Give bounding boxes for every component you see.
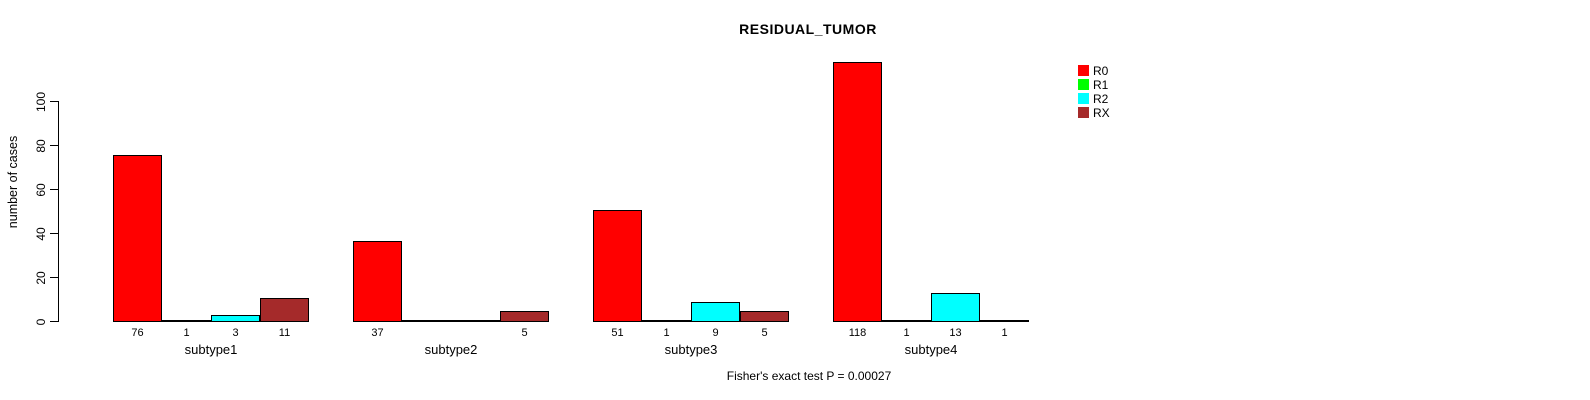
bar-subtype3-R1 [642, 320, 691, 322]
bar-subtype4-R1 [882, 320, 931, 322]
y-tick [50, 233, 58, 234]
bar-subtype1-R2 [211, 315, 260, 322]
y-tick-label: 0 [34, 318, 48, 325]
bar-value-label: 51 [611, 327, 624, 339]
group-label-subtype3: subtype3 [664, 342, 718, 357]
y-tick [50, 101, 58, 102]
y-tick-label: 40 [34, 226, 48, 241]
bar-subtype2-RX [500, 311, 549, 322]
legend-label: R0 [1093, 64, 1109, 78]
bar-value-label: 1 [663, 327, 670, 339]
group-label-subtype1: subtype1 [184, 342, 238, 357]
y-axis-line [58, 101, 59, 322]
y-tick-label: 80 [34, 138, 48, 153]
y-tick-label: 60 [34, 182, 48, 197]
bar-subtype3-R0 [593, 210, 642, 322]
fisher-test-caption: Fisher's exact test P = 0.00027 [726, 369, 892, 383]
y-tick [50, 145, 58, 146]
bar-subtype2-R2 [451, 320, 500, 322]
legend-swatch-R2 [1078, 93, 1089, 104]
bar-subtype4-RX [980, 320, 1029, 322]
legend-swatch-R1 [1078, 79, 1089, 90]
bar-subtype2-R1 [402, 320, 451, 322]
y-tick [50, 321, 58, 322]
bar-subtype3-R2 [691, 302, 740, 322]
bar-subtype4-R2 [931, 293, 980, 322]
bar-value-label: 118 [848, 327, 867, 339]
bar-subtype1-RX [260, 298, 309, 322]
bar-value-label: 11 [278, 327, 291, 339]
bar-value-label: 1 [1001, 327, 1008, 339]
bar-value-label: 1 [903, 327, 910, 339]
bar-subtype2-R0 [353, 241, 402, 322]
y-tick [50, 277, 58, 278]
bar-subtype1-R0 [113, 155, 162, 322]
bar-value-label: 1 [183, 327, 190, 339]
bar-subtype1-R1 [162, 320, 211, 322]
y-tick-label: 100 [34, 91, 48, 112]
legend-label: R2 [1093, 92, 1109, 106]
bar-value-label: 37 [371, 327, 384, 339]
bar-value-label: 13 [949, 327, 962, 339]
bar-value-label: 76 [131, 327, 144, 339]
bar-value-label: 3 [232, 327, 239, 339]
bar-value-label: 5 [521, 327, 528, 339]
bar-value-label: 9 [712, 327, 719, 339]
bar-value-label: 5 [761, 327, 768, 339]
chart-title: RESIDUAL_TUMOR [739, 21, 877, 37]
bar-subtype3-RX [740, 311, 789, 322]
group-label-subtype4: subtype4 [904, 342, 958, 357]
y-axis-label: number of cases [6, 135, 20, 229]
y-tick-label: 20 [34, 270, 48, 285]
legend-label: R1 [1093, 78, 1109, 92]
group-label-subtype2: subtype2 [424, 342, 478, 357]
legend-swatch-RX [1078, 107, 1089, 118]
legend-swatch-R0 [1078, 65, 1089, 76]
bar-subtype4-R0 [833, 62, 882, 322]
y-tick [50, 189, 58, 190]
legend-label: RX [1093, 106, 1110, 120]
